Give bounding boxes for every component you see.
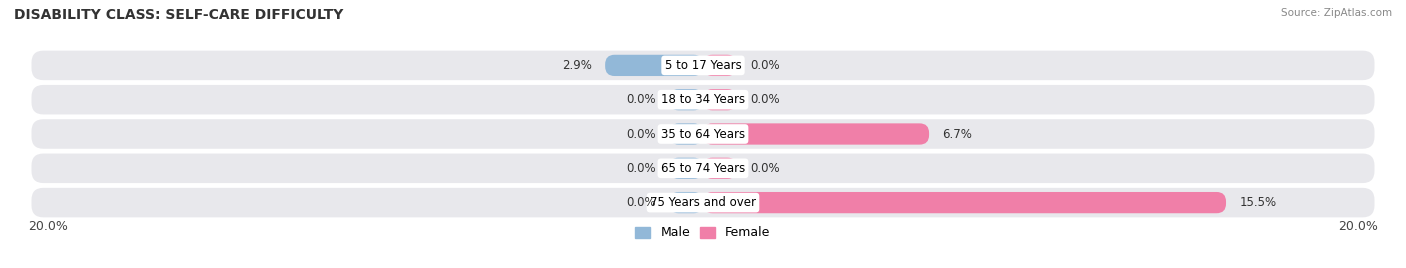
FancyBboxPatch shape bbox=[703, 89, 737, 110]
Text: Source: ZipAtlas.com: Source: ZipAtlas.com bbox=[1281, 8, 1392, 18]
Text: 5 to 17 Years: 5 to 17 Years bbox=[665, 59, 741, 72]
Text: DISABILITY CLASS: SELF-CARE DIFFICULTY: DISABILITY CLASS: SELF-CARE DIFFICULTY bbox=[14, 8, 343, 22]
Text: 20.0%: 20.0% bbox=[1339, 220, 1378, 233]
Text: 35 to 64 Years: 35 to 64 Years bbox=[661, 128, 745, 140]
FancyBboxPatch shape bbox=[31, 85, 1375, 114]
FancyBboxPatch shape bbox=[669, 158, 703, 179]
Text: 0.0%: 0.0% bbox=[751, 162, 780, 175]
FancyBboxPatch shape bbox=[703, 192, 1226, 213]
FancyBboxPatch shape bbox=[31, 154, 1375, 183]
Text: 0.0%: 0.0% bbox=[626, 128, 655, 140]
Text: 65 to 74 Years: 65 to 74 Years bbox=[661, 162, 745, 175]
Text: 0.0%: 0.0% bbox=[626, 162, 655, 175]
Text: 18 to 34 Years: 18 to 34 Years bbox=[661, 93, 745, 106]
Text: 0.0%: 0.0% bbox=[751, 93, 780, 106]
Text: 0.0%: 0.0% bbox=[626, 93, 655, 106]
FancyBboxPatch shape bbox=[703, 55, 737, 76]
FancyBboxPatch shape bbox=[605, 55, 703, 76]
Text: 0.0%: 0.0% bbox=[751, 59, 780, 72]
FancyBboxPatch shape bbox=[703, 123, 929, 145]
FancyBboxPatch shape bbox=[669, 192, 703, 213]
Text: 2.9%: 2.9% bbox=[562, 59, 592, 72]
FancyBboxPatch shape bbox=[31, 51, 1375, 80]
Text: 15.5%: 15.5% bbox=[1240, 196, 1277, 209]
Text: 20.0%: 20.0% bbox=[28, 220, 67, 233]
FancyBboxPatch shape bbox=[669, 123, 703, 145]
FancyBboxPatch shape bbox=[703, 158, 737, 179]
FancyBboxPatch shape bbox=[31, 188, 1375, 217]
Text: 0.0%: 0.0% bbox=[626, 196, 655, 209]
Text: 6.7%: 6.7% bbox=[942, 128, 973, 140]
FancyBboxPatch shape bbox=[31, 119, 1375, 149]
Text: 75 Years and over: 75 Years and over bbox=[650, 196, 756, 209]
FancyBboxPatch shape bbox=[669, 89, 703, 110]
Legend: Male, Female: Male, Female bbox=[630, 221, 776, 244]
